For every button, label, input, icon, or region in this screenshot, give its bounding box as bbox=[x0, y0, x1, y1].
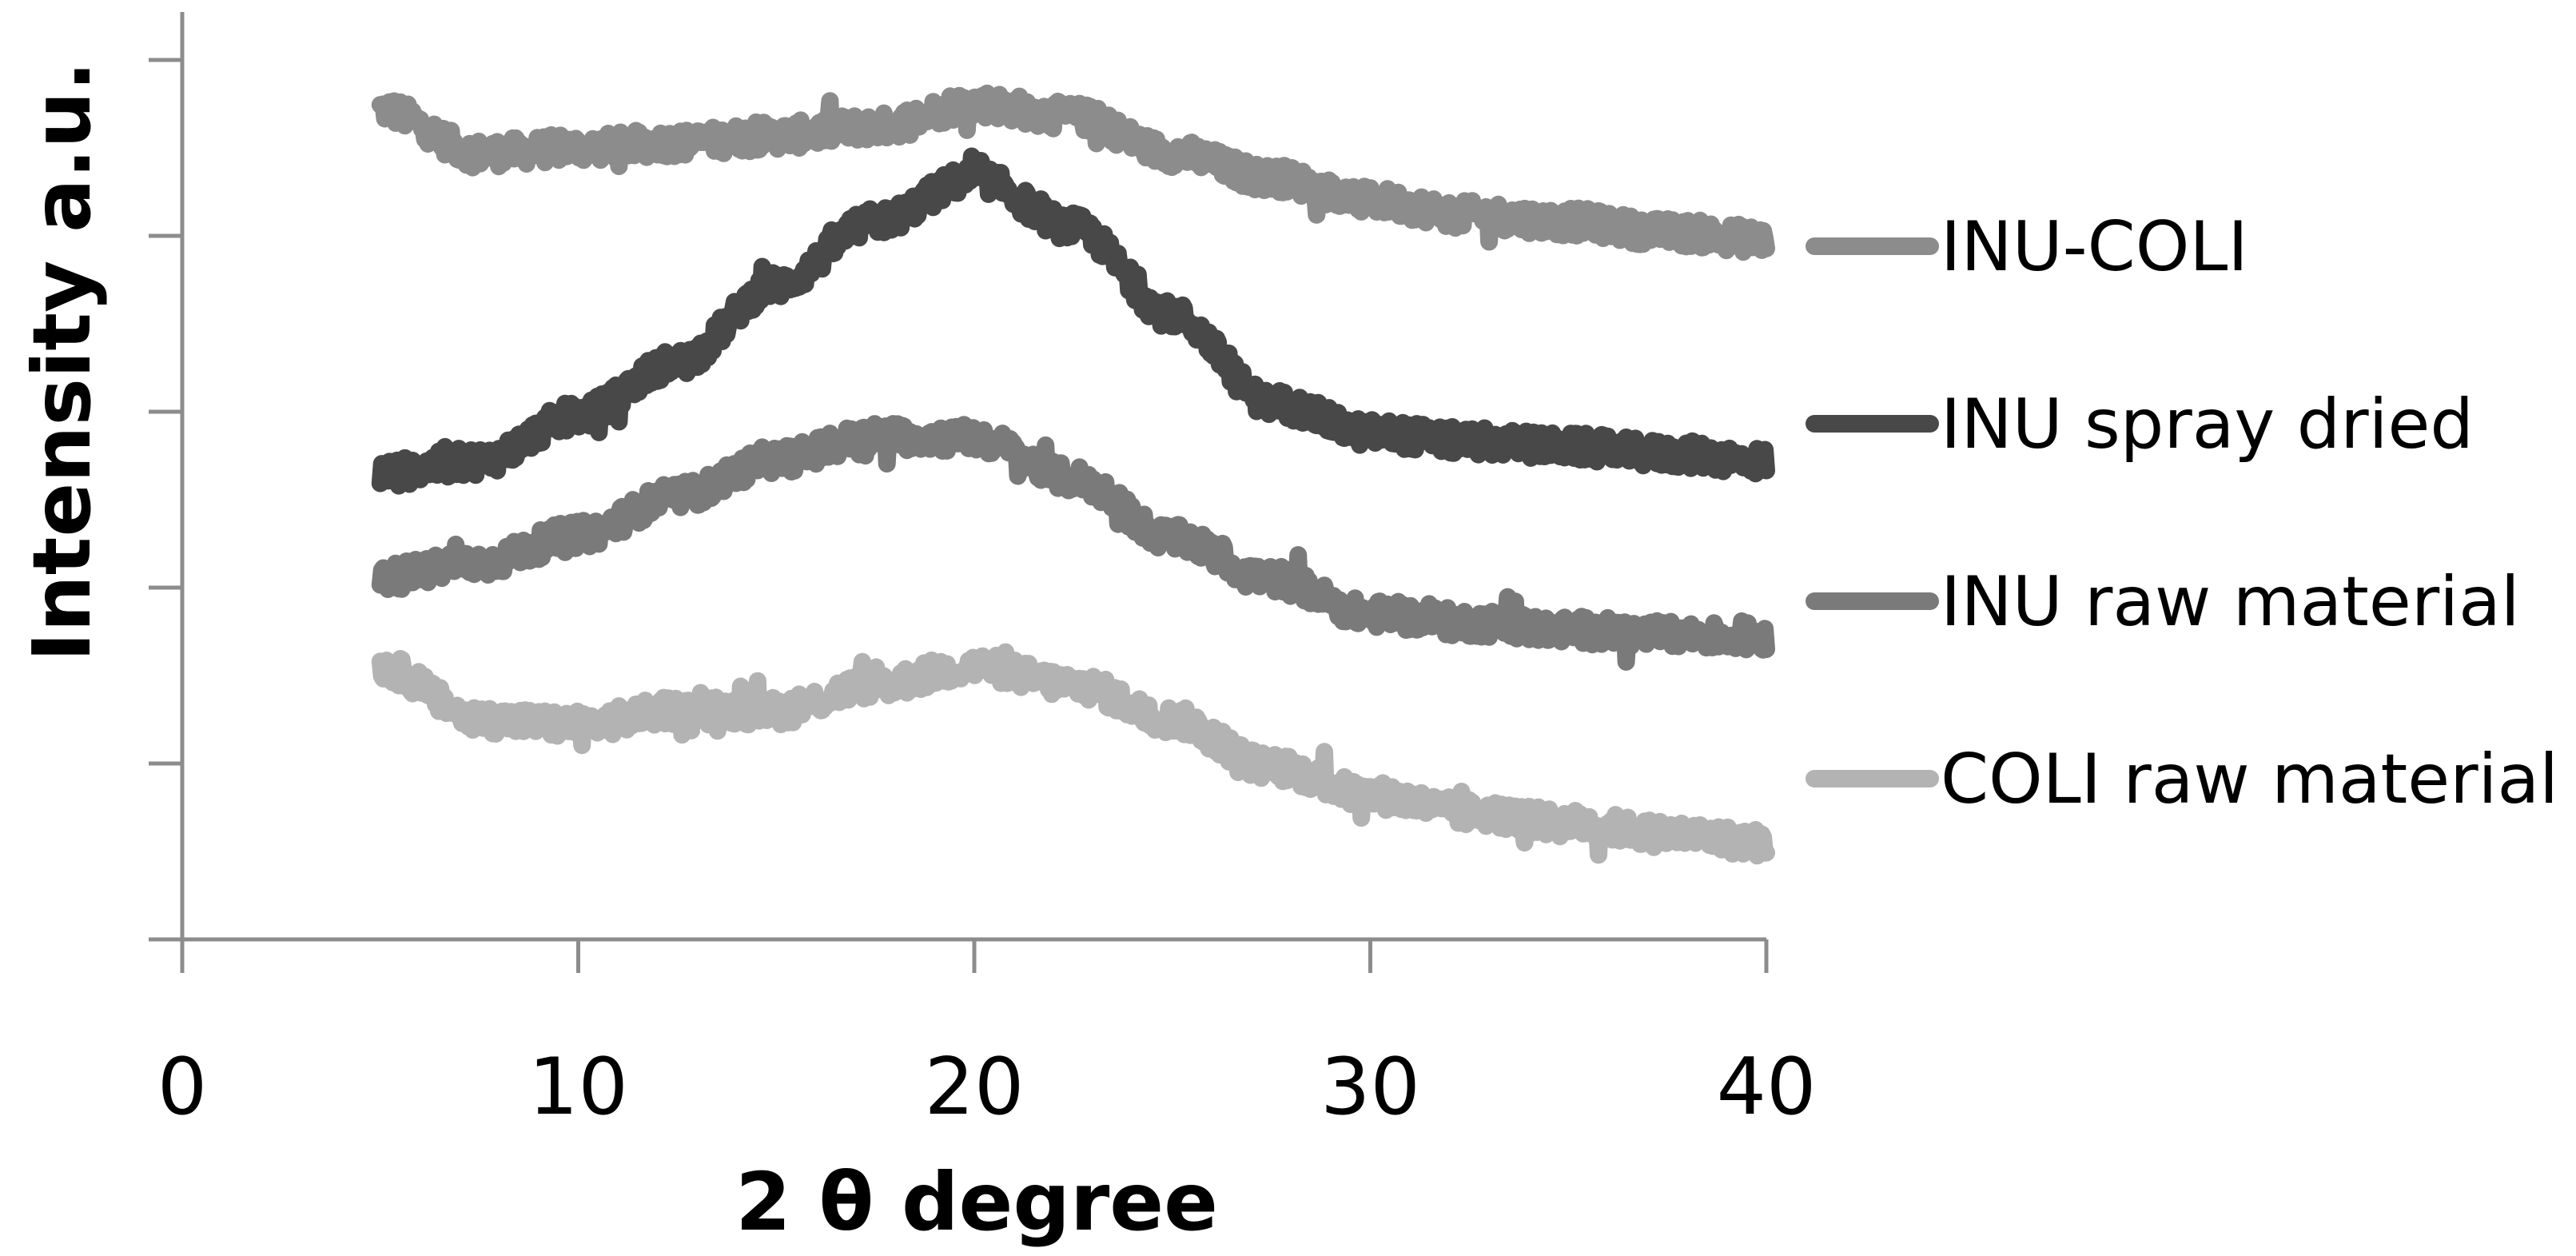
series-line-inu-raw-material bbox=[371, 415, 1775, 671]
y-axis-title: Intensity a.u. bbox=[15, 61, 109, 661]
x-tick-label-2: 20 bbox=[925, 1042, 1025, 1133]
legend-label-inu-spray-dried: INU spray dried bbox=[1941, 385, 2474, 465]
series-line-coli-raw-material bbox=[371, 643, 1775, 865]
x-tick-label-1: 10 bbox=[528, 1042, 628, 1133]
x-tick-label-0: 0 bbox=[157, 1042, 207, 1133]
series-group bbox=[371, 84, 1775, 865]
axis-ticks: 0 10 20 30 40 bbox=[149, 58, 1817, 1133]
x-tick-label-4: 40 bbox=[1717, 1042, 1817, 1133]
legend-label-inu-raw-material: INU raw material bbox=[1941, 562, 2520, 642]
legend: INU-COLI INU spray dried INU raw material C… bbox=[1806, 207, 2558, 819]
series-line-inu-coli bbox=[371, 84, 1775, 261]
x-tick-label-3: 30 bbox=[1320, 1042, 1420, 1133]
legend-label-coli-raw-material: COLI raw material bbox=[1941, 740, 2558, 819]
legend-label-inu-coli: INU-COLI bbox=[1941, 207, 2248, 287]
x-axis-title: 2 θ degree bbox=[735, 1155, 1218, 1249]
series-line-inu-spray-dried bbox=[371, 147, 1775, 495]
